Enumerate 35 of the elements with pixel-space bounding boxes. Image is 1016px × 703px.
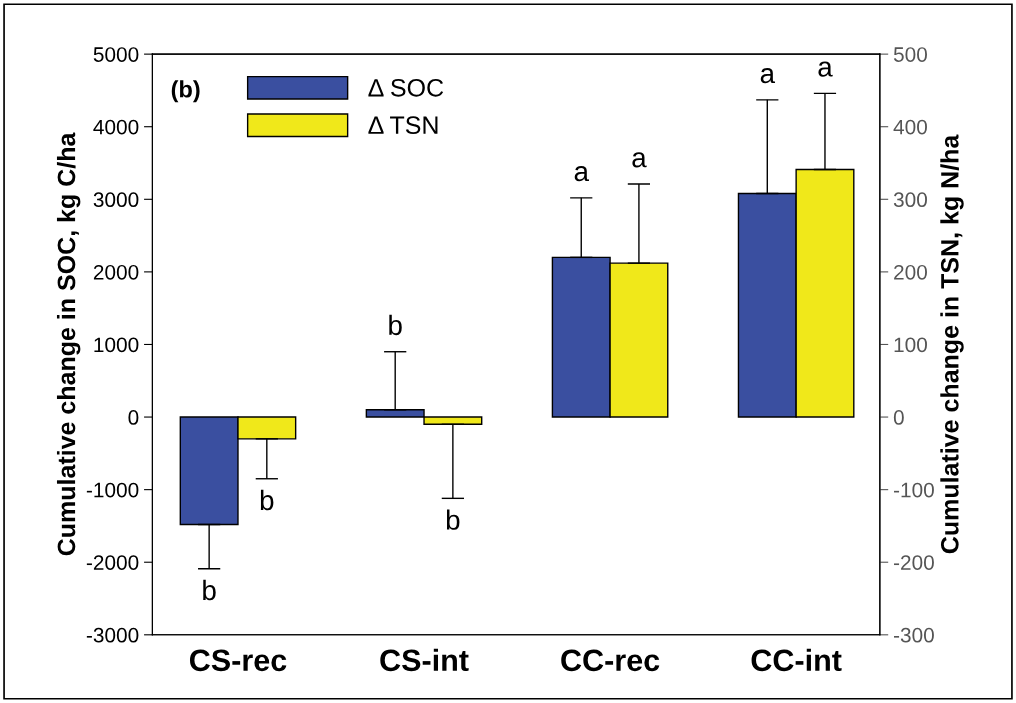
x-tick-label: CC-rec xyxy=(561,649,660,672)
y-tick-label: 3000 xyxy=(93,192,139,208)
y-tick-label: 4000 xyxy=(93,119,139,135)
y2-tick-label: -300 xyxy=(893,627,934,643)
y2-axis-title: Cumulative change in TSN, kg N/ha xyxy=(940,134,964,554)
annotation: b xyxy=(260,489,274,511)
y2-tick-label: 0 xyxy=(893,410,904,425)
annotation: b xyxy=(389,314,402,336)
y-tick-label: 0 xyxy=(128,410,139,425)
annotation: a xyxy=(818,61,833,77)
y2-tick-label: -200 xyxy=(893,555,934,570)
y2-tick-label: 400 xyxy=(893,119,927,135)
x-tick-label: CS-int xyxy=(380,648,469,672)
annotation: (b) xyxy=(171,80,200,103)
annotation: a xyxy=(574,166,589,182)
x-tick-label: CS-rec xyxy=(189,649,287,672)
y-tick-label: -3000 xyxy=(86,627,139,643)
y2-tick-label: 300 xyxy=(893,192,927,208)
legend-label: Δ SOC xyxy=(368,78,444,97)
y2-tick-label: -100 xyxy=(893,482,934,498)
annotation: a xyxy=(760,68,776,84)
y-tick-label: -2000 xyxy=(86,555,139,570)
y-axis-title: Cumulative change in SOC, kg C/ha xyxy=(56,132,81,556)
annotation: b xyxy=(446,509,460,530)
y-tick-label: 2000 xyxy=(93,264,139,280)
annotation: b xyxy=(203,579,216,601)
y-tick-label: -1000 xyxy=(86,482,139,498)
y2-tick-label: 100 xyxy=(894,337,927,353)
y-tick-label: 5000 xyxy=(93,47,139,62)
legend-label: Δ TSN xyxy=(368,116,438,135)
y-tick-label: 1000 xyxy=(94,337,139,353)
y2-tick-label: 500 xyxy=(893,47,927,62)
x-tick-label: CC-int xyxy=(751,648,842,672)
annotation: a xyxy=(632,152,647,168)
y2-tick-label: 200 xyxy=(894,264,927,280)
